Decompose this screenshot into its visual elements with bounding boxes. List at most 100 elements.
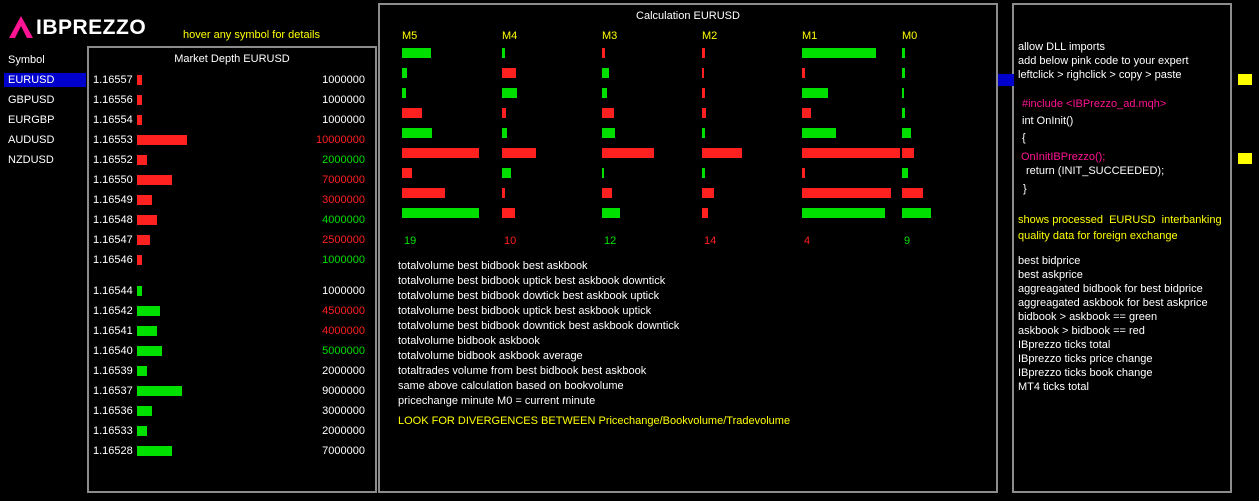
calc-description-line: totalvolume best bidbook uptick best ask… xyxy=(398,305,652,317)
depth-row: 1.16548 4000000 xyxy=(89,213,373,227)
depth-price: 1.16541 xyxy=(93,325,133,337)
calc-bar xyxy=(802,208,885,218)
symbol-item-gbpusd[interactable]: GBPUSD xyxy=(8,94,55,106)
depth-volume: 7000000 xyxy=(322,174,365,186)
tagline-line: quality data for foreign exchange xyxy=(1018,230,1178,242)
depth-row: 1.16552 2000000 xyxy=(89,153,373,167)
calc-bar xyxy=(402,148,479,158)
depth-price: 1.16554 xyxy=(93,114,133,126)
depth-row: 1.16533 2000000 xyxy=(89,424,373,438)
symbol-item-nzdusd[interactable]: NZDUSD xyxy=(8,154,54,166)
calc-column-total: 4 xyxy=(804,235,811,247)
depth-volume: 2000000 xyxy=(322,425,365,437)
market-depth-title: Market Depth EURUSD xyxy=(174,53,290,65)
depth-row: 1.16550 7000000 xyxy=(89,173,373,187)
depth-price: 1.16544 xyxy=(93,285,133,297)
depth-price: 1.16533 xyxy=(93,425,133,437)
calc-bar xyxy=(602,108,614,118)
code-line[interactable]: #include <IBPrezzo_ad.mqh> xyxy=(1022,98,1167,110)
calc-bar xyxy=(602,128,615,138)
depth-price: 1.16537 xyxy=(93,385,133,397)
depth-volume-bar xyxy=(137,175,172,185)
depth-volume: 4000000 xyxy=(322,214,365,226)
calc-bar xyxy=(602,188,612,198)
calc-bar xyxy=(902,208,931,218)
depth-volume: 1000000 xyxy=(322,74,365,86)
instruction-line: allow DLL imports xyxy=(1018,41,1106,53)
depth-volume-bar xyxy=(137,235,150,245)
calc-bar xyxy=(802,108,811,118)
symbol-item-eurgbp[interactable]: EURGBP xyxy=(8,114,55,126)
symbol-item-audusd[interactable]: AUDUSD xyxy=(8,134,55,146)
depth-volume-bar xyxy=(137,155,147,165)
calc-bar xyxy=(502,68,516,78)
calc-bar xyxy=(902,88,904,98)
calc-column-total: 10 xyxy=(504,235,517,247)
calc-bar xyxy=(502,48,505,58)
calc-bar xyxy=(602,48,605,58)
calc-bar xyxy=(902,108,905,118)
code-line[interactable]: { xyxy=(1022,132,1026,144)
depth-row: 1.16539 2000000 xyxy=(89,364,373,378)
depth-volume-bar xyxy=(137,326,157,336)
code-line[interactable]: } xyxy=(1023,183,1027,195)
calc-description-line: totalvolume bidbook askbook xyxy=(398,335,540,347)
calc-bar xyxy=(702,68,704,78)
legend-line: askbook > bidbook == red xyxy=(1018,325,1145,337)
calc-bar xyxy=(402,68,407,78)
calc-description-line: totalvolume best bidbook uptick best ask… xyxy=(398,275,666,287)
depth-row: 1.16544 1000000 xyxy=(89,284,373,298)
depth-volume-bar xyxy=(137,286,142,296)
calc-bar xyxy=(902,68,905,78)
marker-bottom xyxy=(1238,153,1252,164)
calc-column-total: 14 xyxy=(704,235,717,247)
calc-bar xyxy=(402,88,406,98)
depth-row: 1.16554 1000000 xyxy=(89,113,373,127)
calc-bar xyxy=(602,148,654,158)
depth-price: 1.16550 xyxy=(93,174,133,186)
calc-description-line: totalvolume bidbook askbook average xyxy=(398,350,583,362)
depth-price: 1.16528 xyxy=(93,445,133,457)
code-line[interactable]: OnInitIBPrezzo(); xyxy=(1021,151,1106,163)
calc-column-label-m2: M2 xyxy=(702,30,718,42)
depth-row: 1.16557 1000000 xyxy=(89,73,373,87)
calc-bar xyxy=(802,148,900,158)
calc-bar xyxy=(502,88,517,98)
marker-top xyxy=(1238,74,1252,85)
depth-price: 1.16557 xyxy=(93,74,133,86)
calc-bar xyxy=(802,68,805,78)
depth-volume-bar xyxy=(137,135,187,145)
legend-line: IBprezzo ticks book change xyxy=(1018,367,1153,379)
code-line[interactable]: return (INIT_SUCCEEDED); xyxy=(1026,165,1165,177)
calculation-title: Calculation EURUSD xyxy=(636,10,740,22)
calc-bar xyxy=(502,148,536,158)
legend-line: aggreagated askbook for best askprice xyxy=(1018,297,1208,309)
depth-price: 1.16539 xyxy=(93,365,133,377)
depth-volume: 10000000 xyxy=(316,134,365,146)
tagline-line: shows processed EURUSD interbanking xyxy=(1018,214,1222,226)
depth-volume-bar xyxy=(137,75,142,85)
calc-bar xyxy=(802,48,876,58)
calculation-panel: Calculation EURUSD M5 19 M4 10 M3 12 M2 14 M1 4 M0… xyxy=(378,3,998,493)
symbol-item-eurusd[interactable]: EURUSD xyxy=(4,73,86,87)
calc-bar xyxy=(402,108,422,118)
legend-line: bidbook > askbook == green xyxy=(1018,311,1158,323)
calc-description-line: same above calculation based on bookvolu… xyxy=(398,380,624,392)
calc-description-line: totalvolume best bidbook best askbook xyxy=(398,260,588,272)
calc-bar xyxy=(902,168,908,178)
depth-price: 1.16552 xyxy=(93,154,133,166)
depth-price: 1.16553 xyxy=(93,134,133,146)
depth-volume: 2000000 xyxy=(322,365,365,377)
code-line[interactable]: int OnInit() xyxy=(1022,115,1074,127)
depth-row: 1.16556 1000000 xyxy=(89,93,373,107)
calc-bar xyxy=(802,88,828,98)
calc-column-label-m5: M5 xyxy=(402,30,418,42)
depth-row: 1.16542 4500000 xyxy=(89,304,373,318)
depth-volume-bar xyxy=(137,406,152,416)
depth-row: 1.16553 10000000 xyxy=(89,133,373,147)
calc-bar xyxy=(702,148,742,158)
calc-column-label-m0: M0 xyxy=(902,30,918,42)
symbol-header: Symbol xyxy=(8,54,45,66)
depth-volume: 2500000 xyxy=(322,234,365,246)
calc-bar xyxy=(902,128,911,138)
